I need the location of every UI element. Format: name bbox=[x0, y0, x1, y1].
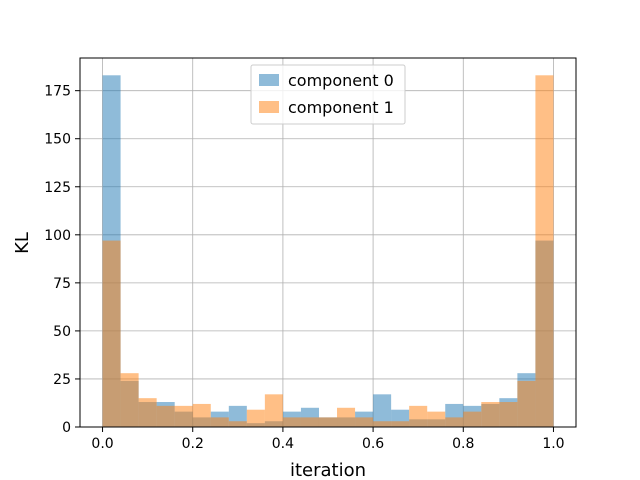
plot-frame bbox=[79, 57, 577, 428]
bar-series-1-bin-24 bbox=[535, 75, 554, 427]
bar-series-1-bin-2 bbox=[138, 398, 157, 427]
bars bbox=[102, 75, 554, 427]
bar-series-1-bin-7 bbox=[228, 421, 247, 427]
y-tick-label: 0 bbox=[62, 420, 71, 436]
bar-series-1-bin-8 bbox=[246, 409, 265, 427]
x-tick-label: 0.6 bbox=[362, 436, 384, 452]
bar-series-1-bin-22 bbox=[499, 402, 518, 427]
bar-series-1-bin-1 bbox=[120, 373, 139, 427]
bar-series-1-bin-10 bbox=[282, 417, 301, 427]
y-tick-label: 175 bbox=[44, 84, 71, 100]
bar-series-1-bin-13 bbox=[337, 407, 356, 427]
x-tick-label: 0.4 bbox=[272, 436, 294, 452]
bar-series-1-bin-21 bbox=[481, 402, 500, 427]
legend-label-1: component 1 bbox=[288, 98, 394, 117]
legend-label-0: component 0 bbox=[288, 71, 394, 90]
y-tick-label: 150 bbox=[44, 132, 71, 148]
y-tick-label: 50 bbox=[53, 324, 71, 340]
bar-series-1-bin-18 bbox=[427, 411, 446, 427]
bar-series-1-bin-20 bbox=[463, 411, 482, 427]
legend-swatch-1 bbox=[259, 101, 279, 113]
bar-series-1-bin-23 bbox=[517, 380, 536, 427]
bar-series-1-bin-16 bbox=[391, 421, 410, 427]
legend-swatch-0 bbox=[259, 74, 279, 86]
legend: component 0 component 1 bbox=[250, 64, 406, 125]
bar-series-1-bin-5 bbox=[192, 403, 211, 427]
y-tick-label: 75 bbox=[53, 276, 71, 292]
x-axis-label: iteration bbox=[290, 460, 366, 480]
bar-series-1-bin-14 bbox=[355, 417, 374, 427]
x-tick-label: 0.8 bbox=[452, 436, 474, 452]
bar-series-1-bin-9 bbox=[264, 394, 283, 427]
bar-series-1-bin-0 bbox=[102, 240, 121, 427]
bar-series-1-bin-4 bbox=[174, 405, 193, 427]
y-tick-label: 100 bbox=[44, 228, 71, 244]
bar-series-1-bin-3 bbox=[156, 405, 175, 427]
bar-series-1-bin-6 bbox=[210, 417, 229, 427]
x-tick-label: 0.2 bbox=[182, 436, 204, 452]
x-tick-label: 1.0 bbox=[542, 436, 564, 452]
bar-series-1-bin-15 bbox=[373, 421, 392, 427]
x-tick-label: 0.0 bbox=[91, 436, 113, 452]
bar-series-1-bin-12 bbox=[318, 417, 338, 427]
legend-box bbox=[250, 64, 406, 125]
y-tick-label: 125 bbox=[44, 180, 71, 196]
bar-series-1-bin-17 bbox=[409, 405, 428, 427]
y-tick-label: 25 bbox=[53, 372, 71, 388]
bar-series-0-bin-15 bbox=[373, 394, 392, 427]
bar-series-1-bin-19 bbox=[445, 417, 464, 427]
axes bbox=[79, 57, 577, 428]
y-axis-label: KL bbox=[12, 232, 33, 254]
ticks: 0.0 0.2 0.4 0.6 0.8 1.0 0 25 50 75 100 125 150 175 bbox=[44, 84, 564, 452]
bar-series-1-bin-11 bbox=[300, 417, 319, 427]
